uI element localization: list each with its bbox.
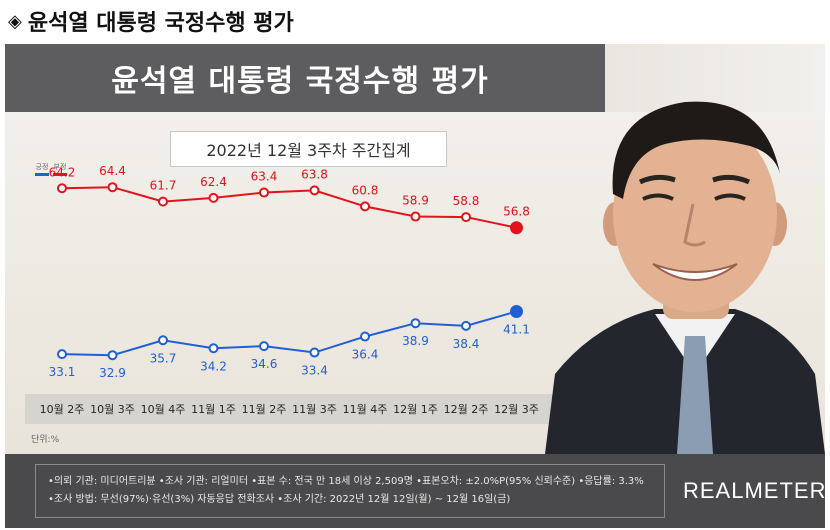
- data-label-positive: 34.2: [200, 359, 227, 373]
- data-point-negative: [208, 192, 219, 203]
- data-label-negative: 58.8: [453, 194, 480, 208]
- data-label-positive: 38.4: [453, 337, 480, 351]
- data-label-negative: 60.8: [352, 183, 379, 197]
- data-point-positive: [158, 335, 168, 346]
- x-tick-label: 12월 2주: [444, 403, 489, 416]
- legend-swatch-negative: [53, 173, 67, 176]
- legend-label-negative: 부정: [53, 163, 67, 171]
- legend-item-positive: 긍정: [35, 162, 49, 176]
- data-point-negative: [510, 221, 523, 235]
- diamond-bullet-icon: ◈: [8, 10, 22, 32]
- data-point-negative: [158, 196, 168, 207]
- data-label-positive: 33.1: [49, 365, 76, 379]
- data-point-positive: [259, 341, 269, 352]
- survey-info-line-1: •의뢰 기관: 미디어트리뷴 •조사 기관: 리얼미터 •표본 수: 전국 만 …: [48, 476, 644, 487]
- data-point-negative: [360, 201, 370, 212]
- subtitle-box: 2022년 12월 3주차 주간집계: [170, 131, 447, 167]
- data-point-negative: [107, 182, 118, 193]
- data-point-positive: [57, 349, 67, 360]
- banner-background: [605, 44, 825, 112]
- series-lines: [61, 186, 517, 357]
- data-label-negative: 64.4: [99, 164, 126, 178]
- x-tick-label: 10월 2주: [40, 403, 85, 416]
- data-label-negative: 64.2: [49, 165, 76, 179]
- unit-label: 단위:%: [31, 435, 60, 445]
- data-point-positive: [208, 343, 219, 354]
- footer: •의뢰 기관: 미디어트리뷴 •조사 기관: 리얼미터 •표본 수: 전국 만 …: [5, 454, 825, 528]
- legend-label-positive: 긍정: [35, 163, 49, 171]
- poll-card: 윤석열 대통령 국정수행 평가 2022년 12월 3주차 주간집계 긍정 부정…: [5, 44, 825, 528]
- data-label-negative: 63.8: [301, 167, 328, 181]
- x-tick-label: 11월 2주: [242, 403, 287, 416]
- legend-swatch-positive: [35, 173, 49, 176]
- data-label-negative: 56.8: [503, 205, 530, 219]
- series-points: [57, 182, 523, 361]
- x-tick-label: 11월 3주: [292, 403, 337, 416]
- data-label-positive: 38.9: [402, 334, 429, 348]
- data-label-positive: 35.7: [150, 351, 177, 365]
- data-label-positive: 33.4: [301, 364, 328, 378]
- data-point-positive: [410, 318, 421, 329]
- data-point-negative: [410, 211, 421, 222]
- x-axis-band: [25, 394, 560, 424]
- data-labels: 64.2 64.4 61.7 62.4 63.4 63.8 60.8 58.9 58.8 56.8…: [49, 164, 530, 380]
- data-label-negative: 58.9: [402, 194, 429, 208]
- data-label-negative: 61.7: [150, 179, 177, 193]
- series-line-positive: [61, 310, 517, 357]
- data-point-positive: [107, 350, 118, 361]
- data-label-positive: 32.9: [99, 366, 126, 380]
- page-heading-text: 윤석열 대통령 국정수행 평가: [27, 11, 294, 36]
- data-point-positive: [309, 347, 320, 358]
- data-label-negative: 63.4: [251, 170, 278, 184]
- person-portrait-icon: [545, 101, 825, 454]
- x-tick-label: 10월 4주: [141, 403, 186, 416]
- banner-title: 윤석열 대통령 국정수행 평가: [111, 64, 489, 99]
- x-tick-label: 11월 4주: [343, 403, 388, 416]
- data-point-negative: [309, 185, 320, 196]
- legend: 긍정 부정: [35, 162, 67, 176]
- survey-info-line-2: •조사 방법: 무선(97%)·유선(3%) 자동응답 전화조사 •조사 기간:…: [48, 494, 511, 505]
- data-label-positive: 36.4: [352, 348, 379, 362]
- data-point-negative: [461, 212, 471, 223]
- subtitle-text: 2022년 12월 3주차 주간집계: [206, 141, 411, 160]
- data-label-positive: 41.1: [503, 322, 530, 336]
- x-tick-label: 12월 3주: [494, 403, 539, 416]
- data-point-positive: [360, 331, 370, 342]
- line-chart: 64.2 64.4 61.7 62.4 63.4 63.8 60.8 58.9 58.8 56.8…: [25, 164, 560, 424]
- survey-info-box: •의뢰 기관: 미디어트리뷴 •조사 기관: 리얼미터 •표본 수: 전국 만 …: [35, 464, 665, 518]
- data-point-negative: [259, 187, 269, 198]
- data-point-positive: [510, 304, 523, 318]
- page-heading: ◈ 윤석열 대통령 국정수행 평가: [8, 4, 294, 38]
- series-line-negative: [61, 186, 517, 229]
- data-label-negative: 62.4: [200, 175, 227, 189]
- data-point-negative: [57, 183, 67, 194]
- title-banner: 윤석열 대통령 국정수행 평가: [5, 44, 605, 112]
- brand-logo: REALMETER: [683, 478, 825, 503]
- x-tick-labels: 10월 2주 10월 3주 10월 4주 11월 1주 11월 2주 11월 3주 11월 …: [40, 403, 539, 416]
- data-point-positive: [461, 320, 471, 331]
- legend-item-negative: 부정: [53, 162, 67, 176]
- x-tick-label: 10월 3주: [90, 403, 135, 416]
- data-label-positive: 34.6: [251, 357, 278, 371]
- x-tick-label: 12월 1주: [393, 403, 438, 416]
- x-tick-label: 11월 1주: [191, 403, 236, 416]
